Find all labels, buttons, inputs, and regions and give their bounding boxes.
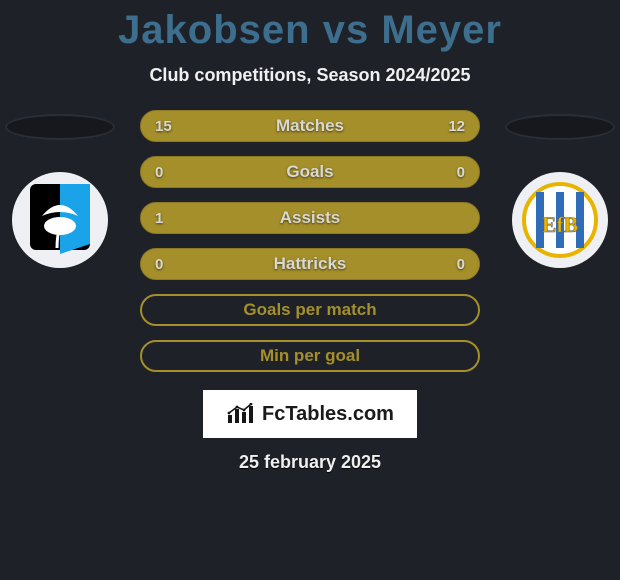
stat-hattricks-left: 0 bbox=[155, 256, 163, 273]
player-left-photo-placeholder bbox=[5, 114, 115, 140]
brand-bar[interactable]: FcTables.com bbox=[203, 390, 417, 438]
stat-goals-per-match: Goals per match bbox=[140, 294, 480, 326]
stat-hattricks-right: 0 bbox=[457, 256, 465, 273]
brand-chart-icon bbox=[226, 403, 256, 425]
stat-assists: 1 Assists bbox=[140, 202, 480, 234]
comparison-content: EfB 15 Matches 12 0 Goals 0 1 Assists 0 … bbox=[0, 110, 620, 473]
stat-gpm-label: Goals per match bbox=[243, 300, 376, 320]
hb-koge-logo-icon bbox=[20, 180, 100, 260]
player-right-photo-placeholder bbox=[505, 114, 615, 140]
stats-pills: 15 Matches 12 0 Goals 0 1 Assists 0 Hatt… bbox=[140, 110, 480, 372]
player-left-column bbox=[0, 110, 120, 268]
stat-goals: 0 Goals 0 bbox=[140, 156, 480, 188]
player-left-club-badge bbox=[12, 172, 108, 268]
stat-assists-left: 1 bbox=[155, 210, 163, 227]
stat-mpg-label: Min per goal bbox=[260, 346, 360, 366]
stat-goals-left: 0 bbox=[155, 164, 163, 181]
stat-hattricks: 0 Hattricks 0 bbox=[140, 248, 480, 280]
stat-matches-left: 15 bbox=[155, 118, 172, 135]
stat-matches-label: Matches bbox=[276, 116, 344, 136]
stat-matches-right: 12 bbox=[448, 118, 465, 135]
stat-matches: 15 Matches 12 bbox=[140, 110, 480, 142]
subtitle: Club competitions, Season 2024/2025 bbox=[0, 65, 620, 86]
brand-label: FcTables.com bbox=[262, 403, 394, 426]
player-right-column: EfB bbox=[500, 110, 620, 268]
stat-assists-label: Assists bbox=[280, 208, 340, 228]
stat-hattricks-label: Hattricks bbox=[274, 254, 347, 274]
stat-goals-right: 0 bbox=[457, 164, 465, 181]
player-right-club-badge: EfB bbox=[512, 172, 608, 268]
date-label: 25 february 2025 bbox=[0, 452, 620, 473]
page-title: Jakobsen vs Meyer bbox=[0, 0, 620, 53]
svg-text:EfB: EfB bbox=[542, 212, 579, 237]
stat-goals-label: Goals bbox=[286, 162, 333, 182]
esbjerg-logo-icon: EfB bbox=[520, 180, 600, 260]
stat-min-per-goal: Min per goal bbox=[140, 340, 480, 372]
